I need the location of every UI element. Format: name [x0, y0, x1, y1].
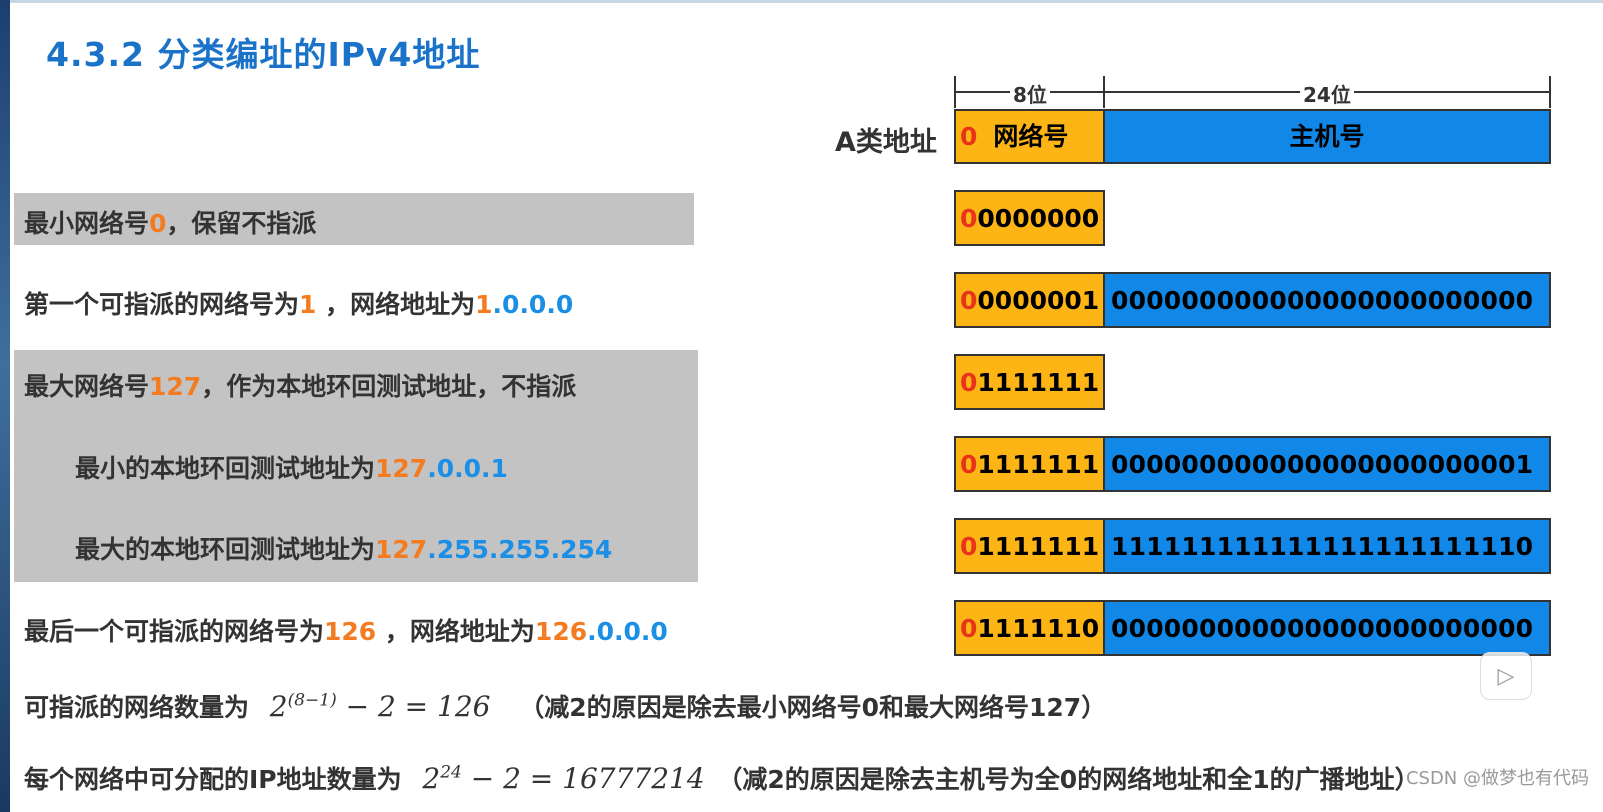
leading-zero: 0: [960, 122, 978, 151]
dim-tick-mid: [1103, 76, 1105, 108]
bin-row-6-net: 0 1111110: [954, 600, 1105, 656]
host-bits: 000000000000000000000001: [1111, 449, 1534, 479]
text: 可指派的网络数量为: [24, 693, 250, 722]
note: （减2的原因是除去最小网络号0和最大网络号127）: [519, 693, 1107, 722]
leading-zero: 0: [960, 613, 978, 643]
line-min-loopback: 最小的本地环回测试地址为127.0.0.1: [75, 449, 508, 485]
net-field-header: 0 网络号: [954, 109, 1105, 164]
bin-row-5-net: 0 1111111: [954, 518, 1105, 574]
highlight-value: 126: [534, 617, 588, 646]
line-max-net: 最大网络号127，作为本地环回测试地址，不指派: [24, 367, 576, 403]
leading-zero: 0: [960, 367, 978, 397]
highlight-max-net: [14, 350, 698, 582]
class-a-label: A类地址: [835, 127, 937, 158]
left-edge-strip: [0, 0, 10, 812]
host-field-label: 主机号: [1289, 122, 1365, 151]
note: （减2的原因是除去主机号为全0的网络地址和全1的广播地址）: [717, 765, 1420, 794]
net-bits: 1111111: [977, 449, 1100, 479]
leading-zero: 0: [960, 203, 978, 233]
host-field-header: 主机号: [1103, 109, 1551, 164]
highlight-value: 0: [149, 209, 167, 238]
highlight-min-net: [14, 193, 694, 245]
text: ，网络地址为: [376, 617, 535, 646]
net-bits: 1111111: [977, 367, 1100, 397]
bin-row-4-host: 000000000000000000000001: [1103, 436, 1551, 492]
text: ，网络地址为: [316, 290, 476, 319]
dim-tick-right: [1549, 76, 1551, 108]
leading-zero: 0: [960, 531, 978, 561]
text: ，作为本地环回测试地址，不指派: [201, 372, 577, 401]
host-bits: 000000000000000000000000: [1111, 285, 1534, 315]
formula: 224 − 2 = 16777214: [422, 762, 704, 795]
text: 每个网络中可分配的IP地址数量为: [24, 765, 402, 794]
leading-zero: 0: [960, 449, 978, 479]
formula-exponent: (8−1): [287, 690, 337, 711]
line-net-count: 可指派的网络数量为 2(8−1) − 2 = 126 （减2的原因是除去最小网络…: [24, 688, 1106, 724]
highlight-value: 126: [324, 617, 377, 646]
highlight-value: 1: [299, 290, 317, 319]
host-bits: 111111111111111111111110: [1111, 531, 1534, 561]
bin-row-2-host: 000000000000000000000000: [1103, 272, 1551, 328]
dim-label-host: 24位: [1300, 79, 1354, 108]
bin-row-4-net: 0 1111111: [954, 436, 1105, 492]
line-max-loopback: 最大的本地环回测试地址为127.255.255.254: [75, 530, 612, 566]
address-suffix: .0.0.1: [427, 454, 508, 483]
line-min-net: 最小网络号0，保留不指派: [24, 204, 316, 240]
top-edge: [0, 0, 1603, 3]
address-suffix: .0.0.0: [587, 617, 668, 646]
net-field-label: 网络号: [993, 122, 1069, 151]
text: 最小网络号: [24, 209, 150, 238]
bin-row-5-host: 111111111111111111111110: [1103, 518, 1551, 574]
highlight-value: 127: [375, 535, 428, 564]
text: 最大网络号: [24, 372, 150, 401]
text: 最小的本地环回测试地址为: [75, 454, 376, 483]
bin-row-2-net: 0 0000001: [954, 272, 1105, 328]
page-title: 4.3.2 分类编址的IPv4地址: [46, 35, 481, 74]
line-host-count: 每个网络中可分配的IP地址数量为 224 − 2 = 16777214 （减2的…: [24, 760, 1420, 796]
text: 最后一个可指派的网络号为: [24, 617, 325, 646]
watermark: CSDN @做梦也有代码: [1405, 768, 1589, 789]
leading-zero: 0: [960, 285, 978, 315]
text: 第一个可指派的网络号为: [24, 290, 300, 319]
highlight-value: 127: [375, 454, 428, 483]
dim-label-net: 8位: [1010, 79, 1050, 108]
formula-rest: − 2 = 126: [345, 690, 491, 723]
highlight-value: 1: [475, 290, 493, 319]
net-bits: 0000001: [977, 285, 1100, 315]
text: ，保留不指派: [166, 209, 317, 238]
address-suffix: .255.255.254: [427, 535, 613, 564]
line-last-net: 最后一个可指派的网络号为126 ，网络地址为126.0.0.0: [24, 612, 668, 648]
net-bits: 0000000: [977, 203, 1100, 233]
play-icon[interactable]: ▷: [1480, 652, 1532, 700]
bin-row-6-host: 000000000000000000000000: [1103, 600, 1551, 656]
highlight-value: 127: [149, 372, 202, 401]
formula-base: 2: [422, 762, 441, 795]
text: 最大的本地环回测试地址为: [75, 535, 376, 564]
line-first-net: 第一个可指派的网络号为1 ，网络地址为1.0.0.0: [24, 285, 573, 321]
bin-row-3-net: 0 1111111: [954, 354, 1105, 410]
address-suffix: .0.0.0: [492, 290, 574, 319]
formula-rest: − 2 = 16777214: [470, 762, 705, 795]
host-bits: 000000000000000000000000: [1111, 613, 1534, 643]
dim-tick-left: [954, 76, 956, 108]
formula-base: 2: [269, 690, 288, 723]
net-bits: 1111110: [977, 613, 1100, 643]
formula: 2(8−1) − 2 = 126: [270, 690, 491, 723]
net-bits: 1111111: [977, 531, 1100, 561]
formula-exponent: 24: [440, 762, 462, 783]
bin-row-1-net: 0 0000000: [954, 190, 1105, 246]
